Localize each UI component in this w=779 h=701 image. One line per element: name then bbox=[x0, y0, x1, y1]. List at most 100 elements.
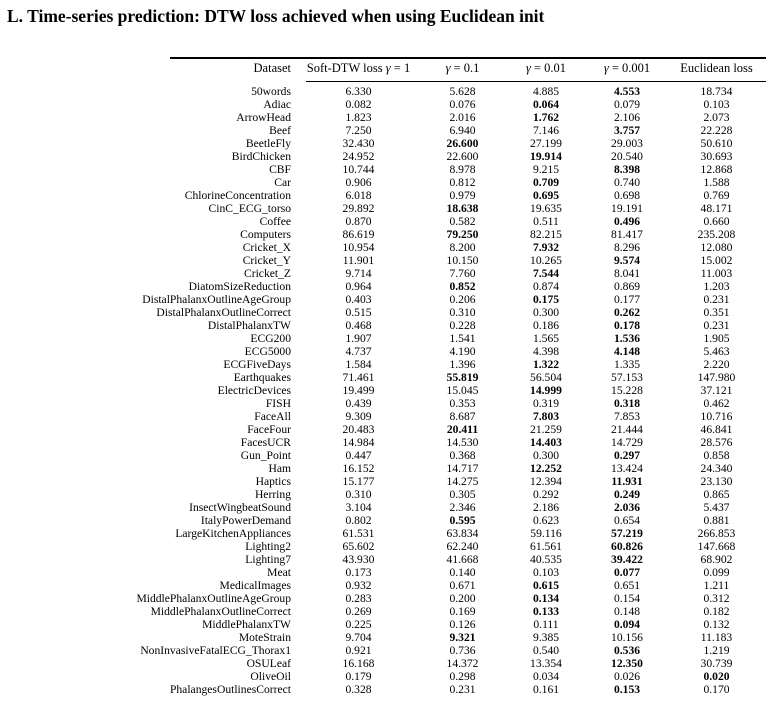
value-cell: 0.300 bbox=[532, 449, 560, 462]
table-row: DistalPhalanxOutlineCorrect 0.515 0.310 … bbox=[102, 306, 766, 319]
value-cell: 0.076 bbox=[449, 98, 476, 111]
table-row: BeetleFly 32.430 26.600 27.199 29.003 50… bbox=[102, 137, 766, 150]
value-cell: 55.819 bbox=[446, 371, 479, 384]
value-cell: 10.156 bbox=[611, 631, 643, 644]
value-cell: 0.623 bbox=[532, 514, 560, 527]
value-cell: 0.536 bbox=[613, 644, 641, 657]
value-cell: 71.461 bbox=[342, 371, 375, 384]
table-row: Herring 0.310 0.305 0.292 0.249 0.865 bbox=[102, 488, 766, 501]
value-cell: 0.515 bbox=[345, 306, 372, 319]
value-cell: 7.853 bbox=[613, 410, 641, 423]
value-cell: 10.716 bbox=[700, 410, 733, 423]
value-cell: 147.980 bbox=[697, 371, 736, 384]
value-cell: 0.099 bbox=[703, 566, 730, 579]
value-cell: 0.140 bbox=[449, 566, 476, 579]
value-cell: 0.351 bbox=[703, 306, 730, 319]
dataset-name-cell: Cricket_X bbox=[242, 241, 291, 254]
value-cell: 10.150 bbox=[446, 254, 479, 267]
table-row: ChlorineConcentration 6.018 0.979 0.695 … bbox=[102, 189, 766, 202]
dataset-name-cell: Ham bbox=[268, 462, 291, 475]
value-cell: 0.231 bbox=[703, 293, 730, 306]
value-cell: 11.901 bbox=[342, 254, 375, 267]
value-cell: 7.146 bbox=[532, 124, 560, 137]
value-cell: 1.823 bbox=[345, 111, 372, 124]
value-cell: 56.504 bbox=[530, 371, 562, 384]
value-cell: 9.215 bbox=[532, 163, 560, 176]
dataset-name-cell: ECGFiveDays bbox=[223, 358, 291, 371]
value-cell: 14.530 bbox=[446, 436, 479, 449]
value-cell: 1.588 bbox=[703, 176, 730, 189]
value-cell: 8.296 bbox=[613, 241, 641, 254]
value-cell: 65.602 bbox=[342, 540, 375, 553]
value-cell: 4.553 bbox=[613, 85, 641, 98]
value-cell: 50.610 bbox=[700, 137, 733, 150]
value-cell: 8.687 bbox=[449, 410, 476, 423]
value-cell: 0.328 bbox=[345, 683, 372, 696]
value-cell: 0.020 bbox=[703, 670, 730, 683]
value-cell: 5.437 bbox=[703, 501, 730, 514]
value-cell: 1.762 bbox=[532, 111, 560, 124]
table-row: DistalPhalanxTW 0.468 0.228 0.186 0.178 … bbox=[102, 319, 766, 332]
value-cell: 24.952 bbox=[342, 150, 375, 163]
value-cell: 7.932 bbox=[532, 241, 560, 254]
value-cell: 0.077 bbox=[613, 566, 641, 579]
value-cell: 0.403 bbox=[345, 293, 372, 306]
value-cell: 68.902 bbox=[700, 553, 733, 566]
table-row: ECG200 1.907 1.541 1.565 1.536 1.905 bbox=[102, 332, 766, 345]
dataset-name-cell: ChlorineConcentration bbox=[184, 189, 291, 202]
value-cell: 0.206 bbox=[449, 293, 476, 306]
value-cell: 4.885 bbox=[532, 85, 560, 98]
value-cell: 0.269 bbox=[345, 605, 372, 618]
table-row: Meat 0.173 0.140 0.103 0.077 0.099 bbox=[102, 566, 766, 579]
table-header-row: Dataset Soft-DTW loss γ = 1 γ = 0.1 γ = … bbox=[102, 59, 766, 85]
value-cell: 15.177 bbox=[342, 475, 375, 488]
value-cell: 14.999 bbox=[530, 384, 562, 397]
dataset-name-cell: Car bbox=[274, 176, 291, 189]
value-cell: 14.984 bbox=[342, 436, 375, 449]
value-cell: 0.297 bbox=[613, 449, 641, 462]
value-cell: 10.954 bbox=[342, 241, 375, 254]
dataset-name-cell: Meat bbox=[267, 566, 291, 579]
value-cell: 20.483 bbox=[342, 423, 375, 436]
value-cell: 82.215 bbox=[530, 228, 562, 241]
value-cell: 0.651 bbox=[613, 579, 641, 592]
value-cell: 39.422 bbox=[611, 553, 643, 566]
dataset-name-cell: Cricket_Z bbox=[243, 267, 291, 280]
table-row: CinC_ECG_torso 29.892 18.638 19.635 19.1… bbox=[102, 202, 766, 215]
value-cell: 0.368 bbox=[449, 449, 476, 462]
dataset-name-cell: ECG200 bbox=[250, 332, 291, 345]
dataset-name-cell: DistalPhalanxOutlineAgeGroup bbox=[142, 293, 291, 306]
dataset-name-cell: OliveOil bbox=[250, 670, 291, 683]
dataset-name-cell: BirdChicken bbox=[231, 150, 291, 163]
value-cell: 0.740 bbox=[613, 176, 641, 189]
dataset-name-cell: Computers bbox=[240, 228, 291, 241]
value-cell: 1.584 bbox=[345, 358, 372, 371]
table-row: FaceAll 9.309 8.687 7.803 7.853 10.716 bbox=[102, 410, 766, 423]
value-cell: 12.868 bbox=[700, 163, 733, 176]
dataset-name-cell: NonInvasiveFatalECG_Thorax1 bbox=[140, 644, 291, 657]
value-cell: 26.600 bbox=[446, 137, 479, 150]
value-cell: 0.082 bbox=[345, 98, 372, 111]
table-row: Car 0.906 0.812 0.709 0.740 1.588 bbox=[102, 176, 766, 189]
table-row: FISH 0.439 0.353 0.319 0.318 0.462 bbox=[102, 397, 766, 410]
dataset-name-cell: Coffee bbox=[259, 215, 291, 228]
value-cell: 4.190 bbox=[449, 345, 476, 358]
section-title: L. Time-series prediction: DTW loss achi… bbox=[7, 6, 545, 26]
value-cell: 0.283 bbox=[345, 592, 372, 605]
table-row: Computers 86.619 79.250 82.215 81.417 23… bbox=[102, 228, 766, 241]
value-cell: 0.079 bbox=[613, 98, 641, 111]
value-cell: 0.511 bbox=[533, 215, 559, 228]
value-cell: 29.003 bbox=[611, 137, 643, 150]
value-cell: 1.396 bbox=[449, 358, 476, 371]
value-cell: 0.026 bbox=[613, 670, 641, 683]
value-cell: 6.940 bbox=[449, 124, 476, 137]
value-cell: 22.600 bbox=[446, 150, 479, 163]
value-cell: 0.858 bbox=[703, 449, 730, 462]
value-cell: 7.760 bbox=[449, 267, 476, 280]
table-row: Haptics 15.177 14.275 12.394 11.931 23.1… bbox=[102, 475, 766, 488]
table-row: ElectricDevices 19.499 15.045 14.999 15.… bbox=[102, 384, 766, 397]
value-cell: 37.121 bbox=[700, 384, 733, 397]
value-cell: 11.003 bbox=[700, 267, 733, 280]
table-row: 50words 6.330 5.628 4.885 4.553 18.734 bbox=[102, 85, 766, 98]
value-cell: 14.372 bbox=[446, 657, 479, 670]
